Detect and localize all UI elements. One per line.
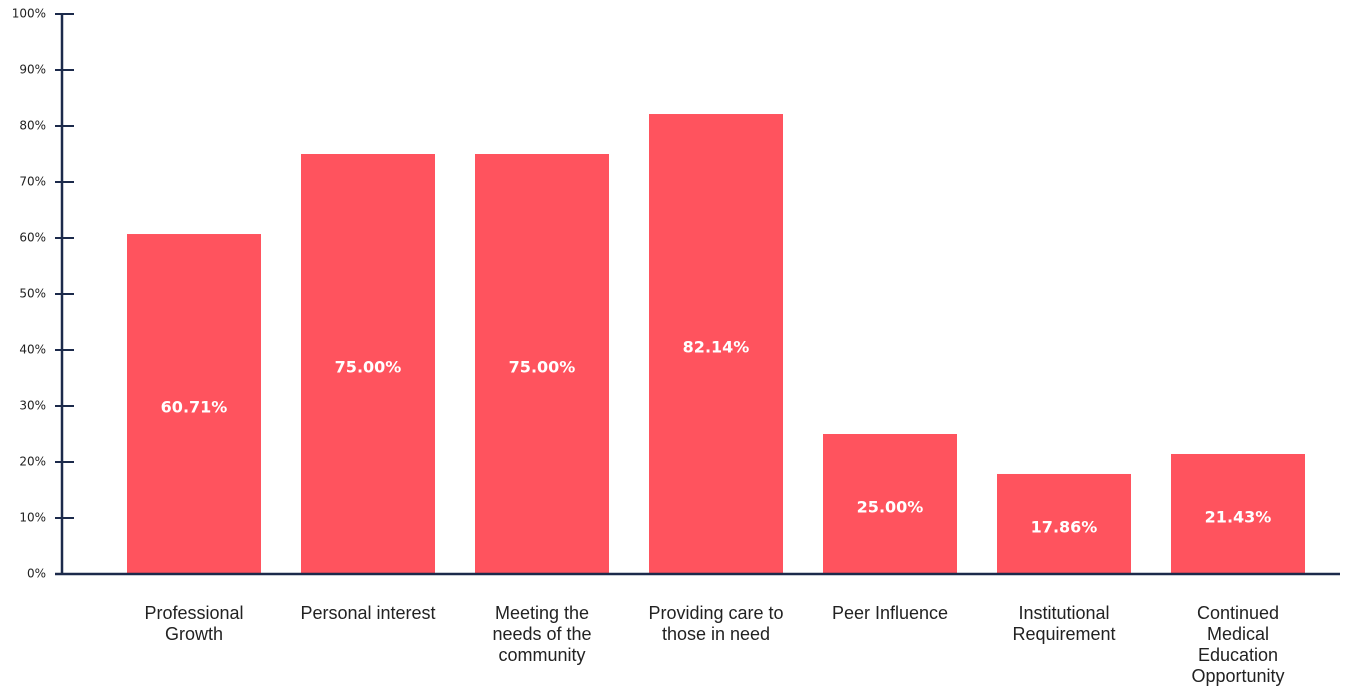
value-label: 75.00% xyxy=(335,358,402,377)
y-tick-label: 60% xyxy=(19,231,46,245)
value-label: 25.00% xyxy=(857,498,924,517)
bar xyxy=(475,154,609,574)
bar xyxy=(1171,453,1305,574)
value-label: 82.14% xyxy=(683,338,750,357)
bar xyxy=(301,154,435,574)
y-tick-label: 70% xyxy=(19,175,46,189)
x-tick-label: Institutional Requirement xyxy=(1012,603,1116,644)
value-label: 60.71% xyxy=(161,398,228,417)
value-label: 21.43% xyxy=(1205,507,1272,526)
y-tick-label: 80% xyxy=(19,119,46,133)
y-tick-label: 30% xyxy=(19,399,46,413)
y-tick-label: 20% xyxy=(19,455,46,469)
x-tick-label: Personal interest xyxy=(300,603,436,623)
bar xyxy=(997,473,1131,574)
value-label: 75.00% xyxy=(509,358,576,377)
value-label: 17.86% xyxy=(1031,517,1098,536)
y-tick-label: 10% xyxy=(19,511,46,525)
x-tick-label: Peer Influence xyxy=(831,603,949,623)
bar xyxy=(823,434,957,574)
x-tick-label: Professional Growth xyxy=(144,603,244,644)
y-tick-label: 40% xyxy=(19,343,46,357)
y-tick-label: 0% xyxy=(27,567,46,581)
x-tick-label: Meeting the needs of the community xyxy=(492,603,592,665)
y-tick-label: 90% xyxy=(19,63,46,77)
y-tick-label: 50% xyxy=(19,287,46,301)
x-tick-label: Continued Medical Education Opportunity xyxy=(1191,603,1285,686)
bar xyxy=(649,114,783,575)
x-tick-label: Providing care to those in need xyxy=(648,603,784,644)
bar xyxy=(127,234,261,575)
y-tick-label: 100% xyxy=(12,7,46,21)
